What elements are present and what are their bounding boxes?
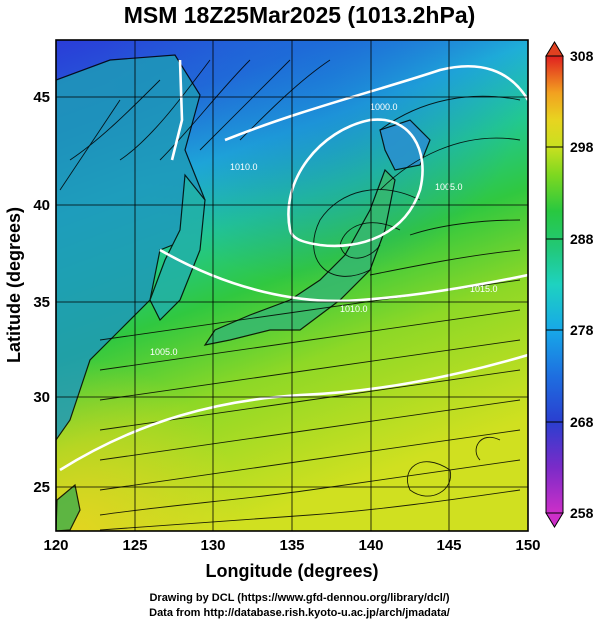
isobar-label: 1015.0 — [470, 284, 498, 294]
y-tick-label: 45 — [33, 89, 50, 106]
y-tick-label: 30 — [33, 389, 50, 406]
credit-data-source: Data from http://database.rish.kyoto-u.a… — [149, 607, 450, 619]
x-tick-label: 150 — [515, 537, 540, 554]
colorbar-tick-label: 258 — [570, 505, 594, 521]
y-tick-label: 40 — [33, 197, 50, 214]
colorbar-tick-label: 268 — [570, 414, 594, 430]
x-tick-label: 120 — [43, 537, 68, 554]
wind-streamlines — [59, 59, 521, 531]
y-axis-label: Latitude (degrees) — [4, 207, 24, 363]
colorbar-tick-label: 288 — [570, 231, 594, 247]
x-axis-label: Longitude (degrees) — [205, 561, 378, 581]
colorbar: 308 298 288 278 268 258 — [545, 41, 594, 528]
map-title: MSM 18Z25Mar2025 (1013.2hPa) — [123, 2, 476, 28]
x-tick-label: 145 — [436, 537, 461, 554]
colorbar-tick-label: 298 — [570, 139, 594, 155]
x-tick-label: 125 — [122, 537, 147, 554]
grid — [56, 40, 528, 531]
x-tick-label: 135 — [279, 537, 304, 554]
colorbar-tick-label: 278 — [570, 322, 594, 338]
y-tick-label: 35 — [33, 294, 50, 311]
x-tick-label: 140 — [358, 537, 383, 554]
isobar-label: 1000.0 — [370, 102, 398, 112]
isobar-label: 1005.0 — [150, 347, 178, 357]
x-tick-label: 130 — [200, 537, 225, 554]
credit-drawing: Drawing by DCL (https://www.gfd-dennou.o… — [149, 592, 450, 604]
isobars — [59, 59, 528, 472]
isobar-label: 1010.0 — [230, 162, 258, 172]
y-tick-label: 25 — [33, 479, 50, 496]
plot-frame — [55, 39, 529, 532]
isobar-label: 1010.0 — [340, 304, 368, 314]
colorbar-tick-label: 308 — [570, 48, 594, 64]
